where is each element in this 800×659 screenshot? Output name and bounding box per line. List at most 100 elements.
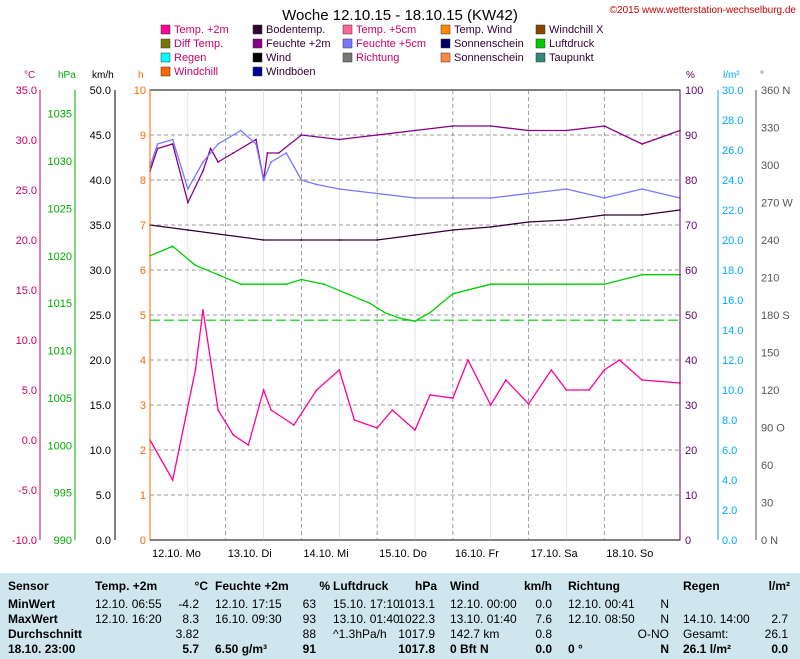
tick-label-humidity_pct: 20 [685, 445, 697, 457]
table-cell-wind_val: 0.0 [535, 642, 552, 656]
legend-label: Sonnenschein [454, 52, 524, 64]
tick-label-pressure_hpa: 1025 [48, 203, 72, 215]
tick-label-pressure_hpa: 1015 [48, 298, 72, 310]
table-cell-wind_val: 7.6 [535, 612, 552, 626]
series-point [262, 389, 265, 391]
legend-label: Temp. +5cm [356, 24, 416, 36]
series-point [527, 129, 530, 132]
tick-label-humidity_pct: 70 [685, 220, 697, 232]
series-point [376, 239, 378, 241]
table-cell-rain_val: 0.0 [771, 642, 788, 656]
series-point [383, 311, 386, 314]
tick-label-wind_kmh: 5.0 [96, 490, 111, 502]
series-point [346, 292, 348, 295]
tick-label-temp_c: 5.0 [22, 385, 37, 397]
series-point [399, 317, 401, 320]
table-cell-press_val: 1022.3 [398, 612, 435, 626]
tick-label-rain_lm2: 4.0 [722, 475, 737, 487]
table-cell-dir_time: 12.10. 00:41 [568, 597, 635, 611]
series-point [376, 134, 378, 136]
tick-label-pressure_hpa: 990 [54, 535, 72, 547]
series-point [452, 397, 454, 399]
table-cell-wind_time: 142.7 km [450, 627, 500, 641]
series-point [300, 278, 303, 281]
table-header-cell: hPa [414, 579, 437, 593]
series-point [338, 369, 341, 371]
legend-swatch [160, 24, 171, 35]
tick-label-rain_lm2: 28.0 [722, 115, 743, 127]
table-header-cell: % [319, 579, 330, 593]
legend-swatch [342, 24, 353, 35]
tick-label-rain_lm2: 8.0 [722, 415, 737, 427]
tick-label-pressure_hpa: 1030 [48, 156, 72, 168]
series-point [338, 239, 341, 241]
series-point [315, 389, 318, 391]
table-header-cell: Regen [683, 579, 720, 593]
unit-label-direction_deg: ° [760, 70, 764, 81]
series-line-2 [149, 245, 680, 322]
tick-label-humidity_pct: 80 [685, 175, 697, 187]
series-point [270, 409, 272, 411]
legend-swatch [252, 24, 263, 35]
tick-label-direction_deg: 120 [761, 385, 779, 397]
table-cell-rain_val: 2.7 [771, 612, 788, 626]
tick-label-wind_kmh: 25.0 [90, 310, 111, 322]
series-point [527, 403, 530, 405]
table-cell-hum_time: 16.10. 09:30 [215, 612, 282, 626]
series-point [489, 125, 492, 127]
series-point [565, 283, 568, 286]
copyright: ©2015 www.wetterstation-wechselburg.de [610, 5, 797, 16]
table-cell-hum_val: 88 [302, 627, 316, 641]
table-cell-temp_val: 8.3 [182, 612, 199, 626]
table-header-cell: Wind [450, 579, 480, 593]
legend-label: Feuchte +2m [266, 38, 331, 50]
tick-label-wind_kmh: 0.0 [96, 535, 111, 547]
table-cell-label: MinWert [8, 597, 56, 611]
series-point [217, 273, 220, 276]
tick-label-humidity_pct: 100 [685, 85, 703, 97]
tick-label-temp_c: 25.0 [16, 185, 37, 197]
tick-label-rain_lm2: 22.0 [722, 205, 743, 217]
legend-label: Windchill X [549, 24, 604, 36]
tick-label-pressure_hpa: 1010 [48, 346, 72, 358]
legend-swatch [252, 38, 263, 49]
legend-label: Bodentemp. [266, 24, 325, 36]
series-point [217, 409, 220, 411]
tick-label-temp_c: 30.0 [16, 135, 37, 147]
legend-label: Richtung [356, 52, 399, 64]
table-cell-wind_val: 0.8 [535, 627, 552, 641]
table-header-cell: Sensor [8, 579, 49, 593]
series-point [323, 283, 325, 286]
table-header-cell: Temp. +2m [95, 579, 158, 593]
series-point [247, 444, 250, 446]
series-point [550, 369, 553, 371]
x-tick-label: 17.10. Sa [531, 548, 579, 560]
series-point [641, 188, 643, 190]
series-point [232, 434, 235, 436]
legend-label: Taupunkt [549, 52, 594, 64]
series-point [603, 283, 606, 286]
series-point [217, 143, 220, 145]
tick-label-direction_deg: 180 S [761, 310, 790, 322]
legend-label: Feuchte +5cm [356, 38, 426, 50]
table-cell-temp_val: 3.82 [175, 627, 199, 641]
table-cell-temp_val: -4.2 [178, 597, 199, 611]
summary-table: Sensor Temp. +2m °C Feuchte +2m% Luftdruck hP… [0, 573, 800, 659]
series-point [414, 320, 416, 323]
series-point [376, 427, 378, 429]
table-cell-wind_time: 0 Bft N [450, 642, 489, 656]
x-tick-label: 14.10. Mi [303, 548, 348, 560]
tick-label-sun_h: 3 [140, 400, 146, 412]
series-point [414, 234, 416, 236]
series-point [603, 197, 606, 199]
legend-swatch [342, 38, 353, 49]
x-tick-label: 12.10. Mo [152, 548, 201, 560]
series-point [202, 170, 204, 172]
legend-label: Windböen [266, 66, 316, 78]
tick-label-direction_deg: 0 N [761, 535, 778, 547]
tick-label-temp_c: 0.0 [22, 435, 37, 447]
table-cell-press_time: 13.10. 01:40 [333, 612, 400, 626]
table-header-cell: km/h [523, 579, 552, 593]
table-cell-temp_time: 12.10. 06:55 [95, 597, 162, 611]
tick-label-direction_deg: 330 [761, 123, 779, 135]
